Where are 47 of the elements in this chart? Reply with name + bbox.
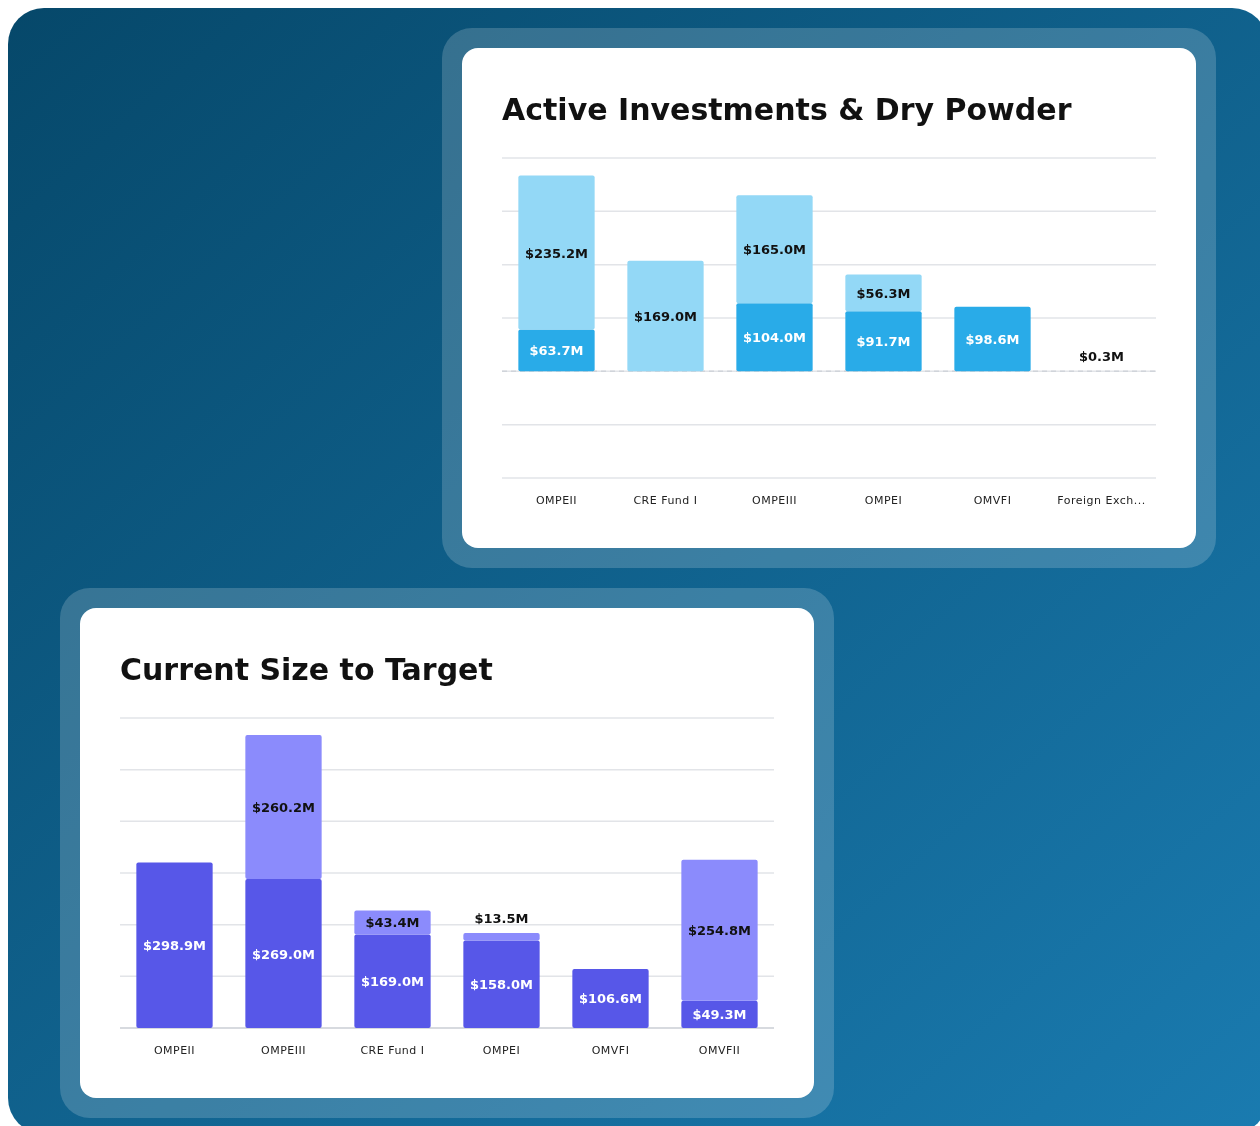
data-label: $49.3M <box>692 1007 747 1023</box>
bar <box>518 175 595 330</box>
chart-title: Current Size to Target <box>120 652 493 687</box>
bar <box>136 862 213 1028</box>
data-label: $91.7M <box>856 334 911 350</box>
x-tick-label: OMPEII <box>153 1044 196 1057</box>
x-tick-label: OMVFI <box>973 494 1012 507</box>
x-tick-label: OMPEI <box>482 1044 521 1057</box>
bar <box>245 879 322 1028</box>
bar <box>463 940 540 1028</box>
data-label: $269.0M <box>251 946 316 962</box>
data-label: $254.8M <box>687 923 752 939</box>
x-tick-label: OMVFII <box>698 1044 741 1057</box>
x-tick-label: Foreign Exch... <box>1057 494 1146 507</box>
data-label: $169.0M <box>633 309 698 324</box>
data-label: $235.2M <box>524 245 589 261</box>
x-tick-label: CRE Fund I <box>360 1044 425 1057</box>
x-tick-label: CRE Fund I <box>633 494 698 507</box>
data-label: $106.6M <box>578 991 643 1007</box>
bar <box>954 306 1031 372</box>
bar <box>245 735 322 880</box>
data-label: $0.3M <box>1078 349 1125 365</box>
data-label: $13.5M <box>474 911 529 927</box>
x-tick-label: OMPEI <box>864 494 903 507</box>
data-label: $298.9M <box>142 938 207 954</box>
data-label: $158.0M <box>469 977 534 993</box>
bar <box>354 934 431 1028</box>
bar <box>681 859 758 1001</box>
x-tick-label: OMPEIII <box>752 494 797 507</box>
data-label: $260.2M <box>251 800 316 816</box>
bar <box>572 968 649 1028</box>
x-tick-label: OMVFI <box>591 1044 630 1057</box>
data-label: $169.0M <box>360 974 425 990</box>
bar <box>845 311 922 372</box>
chart-title: Active Investments & Dry Powder <box>502 92 1072 127</box>
x-tick-label: OMPEII <box>535 494 578 507</box>
data-label: $56.3M <box>856 285 911 301</box>
data-label: $98.6M <box>965 332 1020 348</box>
x-tick-label: OMPEIII <box>261 1044 306 1057</box>
bar <box>463 933 540 941</box>
data-label: $165.0M <box>742 242 807 258</box>
bar <box>736 303 813 372</box>
bar <box>627 260 704 372</box>
data-label: $63.7M <box>529 343 584 359</box>
data-label: $43.4M <box>365 915 420 931</box>
data-label: $104.0M <box>742 330 807 346</box>
bar <box>736 195 813 304</box>
